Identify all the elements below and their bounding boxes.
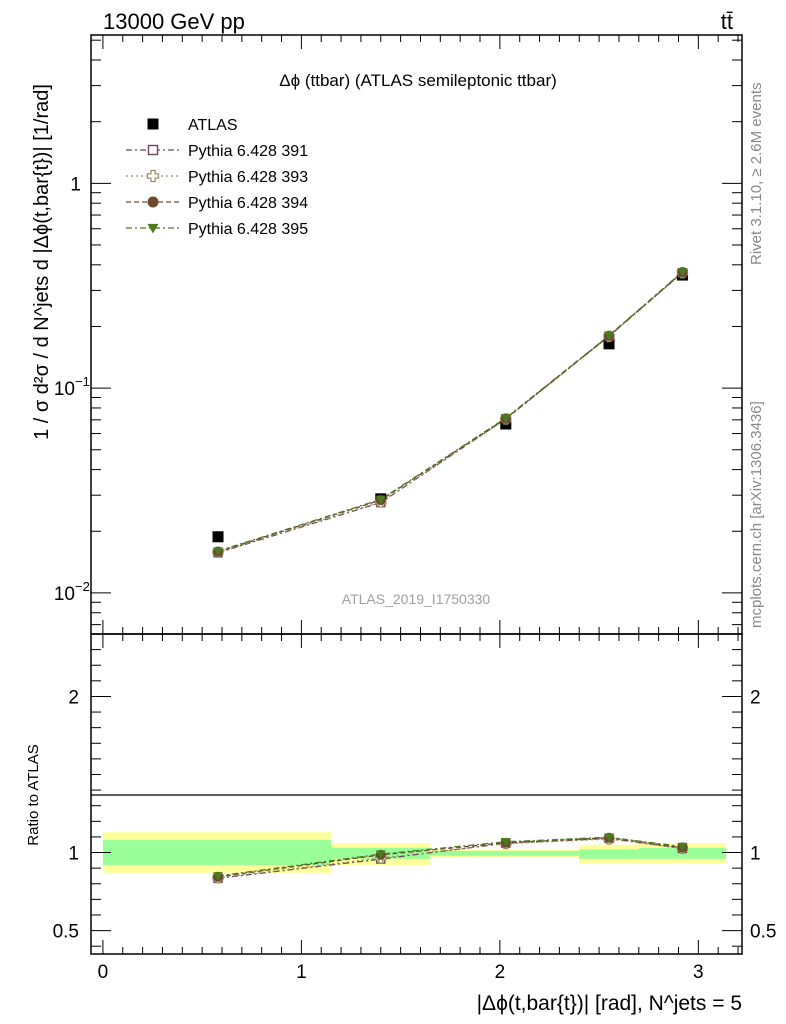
legend-label-4: Pythia 6.428 395 xyxy=(188,221,308,238)
ratio-y-tick-label-right: 1 xyxy=(750,844,761,865)
ratio-y-tick-label-left: 2 xyxy=(68,687,79,708)
ratio-panel: 2 2 1 1 0.5 0.5 0 1 2 3 Ratio to ATLAS |Δϕ(t,bar… xyxy=(25,633,777,1015)
x-tick-label: 2 xyxy=(495,962,506,983)
ratio-point-s3-4 xyxy=(677,842,688,852)
main-y-tick-label: 10 xyxy=(54,584,75,605)
x-tick-label: 1 xyxy=(296,962,307,983)
ratio-frame xyxy=(90,633,743,955)
ratio-uncertainty-bands xyxy=(102,832,727,873)
legend-label-3: Pythia 6.428 394 xyxy=(188,195,308,212)
x-tick-labels: 0 1 2 3 xyxy=(98,962,704,983)
main-point-s4-0 xyxy=(213,547,224,557)
watermark: ATLAS_2019_I1750330 xyxy=(342,591,491,607)
main-y-tick-exponent: −2 xyxy=(75,579,90,594)
ratio-point-s3-2 xyxy=(500,838,511,847)
main-point-s0-3 xyxy=(603,338,615,350)
ratio-y-axis-label: Ratio to ATLAS xyxy=(25,744,42,845)
main-axis-ticks xyxy=(91,35,742,634)
main-y-tick-exponent: −1 xyxy=(75,374,90,389)
legend-marker-0 xyxy=(147,118,159,130)
ratio-point-s3-1 xyxy=(375,850,386,860)
legend-label-0: ATLAS xyxy=(188,117,238,134)
ratio-point-s3-0 xyxy=(213,872,224,881)
ratio-y-tick-label-right: 0.5 xyxy=(750,922,776,943)
ratio-y-tick-label-left: 0.5 xyxy=(53,922,79,943)
main-y-tick-label: 10 xyxy=(54,379,75,400)
main-point-s0-0 xyxy=(212,531,224,543)
main-point-s4-3 xyxy=(604,331,615,341)
main-series-markers xyxy=(212,267,689,558)
rivet-label: Rivet 3.1.10, ≥ 2.6M events xyxy=(748,83,765,266)
main-series-line-3 xyxy=(217,271,683,553)
main-series-line-1 xyxy=(217,272,683,554)
legend-marker-2 xyxy=(146,169,160,183)
main-series-lines xyxy=(217,271,683,554)
legend-marker-1 xyxy=(147,144,159,156)
x-axis-label: |Δϕ(t,bar{t})| [rad], N^jets = 5 xyxy=(477,992,742,1015)
legend-marker-3 xyxy=(147,196,159,208)
ratio-y-tick-label-right: 2 xyxy=(750,687,761,708)
ratio-series-markers xyxy=(212,832,689,884)
ratio-y-tick-label-left: 1 xyxy=(68,844,79,865)
main-y-tick-label: 1 xyxy=(70,174,81,195)
ratio-point-s3-3 xyxy=(604,833,615,843)
legend: ATLAS Pythia 6.428 391 Pythia 6.428 393 Pyt… xyxy=(126,117,308,238)
legend-label-1: Pythia 6.428 391 xyxy=(188,143,308,160)
main-series-line-2 xyxy=(217,272,683,553)
band-stat-0 xyxy=(102,840,332,866)
energy-label: 13000 GeV pp xyxy=(103,9,245,34)
ratio-y-tick-labels: 2 2 1 1 0.5 0.5 xyxy=(53,687,777,942)
main-title: Δϕ (ttbar) (ATLAS semileptonic ttbar) xyxy=(279,71,557,90)
process-label: tt̄ xyxy=(721,9,733,34)
legend-marker-4 xyxy=(147,223,159,234)
main-panel: 110−110−2 Δϕ (ttbar) (ATLAS semileptonic… xyxy=(31,34,743,635)
mcplots-label: mcplots.cern.ch [arXiv:1306.3436] xyxy=(748,401,765,628)
main-y-axis-label: 1 / σ d²σ / d N^jets d |Δϕ(t,bar{t})| [1… xyxy=(31,84,53,440)
main-series-line-4 xyxy=(217,271,683,552)
x-tick-label: 3 xyxy=(693,962,704,983)
band-stat-2 xyxy=(430,850,580,856)
main-point-s4-4 xyxy=(677,268,688,277)
main-y-tick-labels: 110−110−2 xyxy=(54,174,90,605)
band-stat-3 xyxy=(579,849,639,859)
main-point-s4-1 xyxy=(375,495,386,505)
legend-label-2: Pythia 6.428 393 xyxy=(188,169,308,186)
ratio-axis-ticks xyxy=(91,633,742,954)
main-point-s4-2 xyxy=(500,414,511,424)
x-tick-label: 0 xyxy=(98,962,109,983)
